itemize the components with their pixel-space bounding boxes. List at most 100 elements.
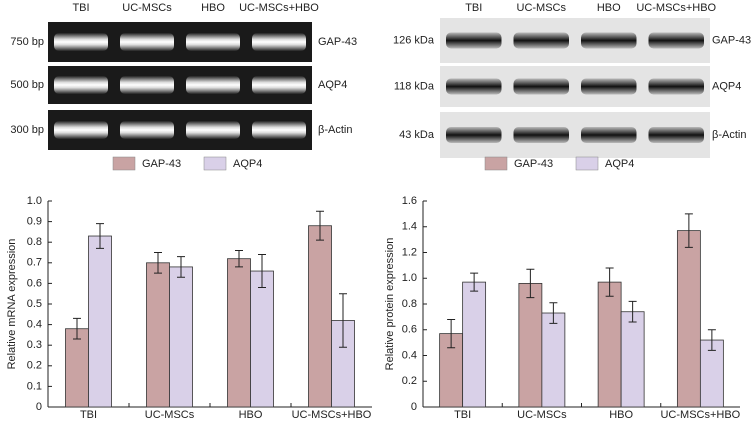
error-bar bbox=[154, 252, 162, 274]
marker-label: AQP4 bbox=[712, 80, 741, 92]
gel-band bbox=[446, 32, 502, 49]
y-tick-label: 0.4 bbox=[402, 349, 417, 361]
gel-band bbox=[648, 127, 704, 143]
size-label: 750 bp bbox=[10, 36, 44, 48]
gel-band bbox=[446, 127, 502, 143]
error-bar bbox=[526, 268, 535, 299]
x-tick-label: UC-MSCs+HBO bbox=[660, 409, 740, 421]
size-label: 118 kDa bbox=[394, 80, 435, 92]
lane-label: HBO bbox=[201, 2, 225, 14]
error-bar bbox=[549, 302, 558, 324]
y-tick-label: 0.1 bbox=[27, 380, 42, 392]
y-tick-label: 1.6 bbox=[402, 195, 417, 207]
y-tick-label: 0.8 bbox=[402, 298, 417, 310]
error-bar bbox=[339, 293, 347, 348]
gel-band bbox=[446, 78, 502, 95]
gel-band bbox=[186, 121, 240, 139]
error-bar bbox=[258, 254, 266, 289]
gel-band bbox=[252, 76, 306, 94]
lane-label: HBO bbox=[597, 2, 621, 14]
marker-label: β-Actin bbox=[318, 124, 352, 136]
bar bbox=[250, 270, 274, 408]
y-tick-label: 0.7 bbox=[27, 257, 42, 269]
lane-label: TBI bbox=[465, 2, 482, 14]
legend-label: AQP4 bbox=[605, 158, 634, 170]
gel-band bbox=[513, 78, 569, 95]
legend-swatch bbox=[203, 156, 227, 171]
gel-band bbox=[648, 32, 704, 49]
gel-band bbox=[513, 127, 569, 143]
x-tick-label: HBO bbox=[609, 409, 633, 421]
marker-label: GAP-43 bbox=[712, 34, 751, 46]
bar bbox=[518, 282, 543, 408]
y-axis-label: Relative mRNA expression bbox=[6, 239, 18, 370]
size-label: 300 bp bbox=[10, 124, 44, 136]
error-bar bbox=[605, 267, 614, 297]
size-label: 43 kDa bbox=[399, 129, 435, 141]
bar bbox=[146, 262, 170, 408]
lane-label: UC-MSCs bbox=[517, 2, 567, 14]
gel-band bbox=[513, 32, 569, 49]
y-axis-label: Relative protein expression bbox=[384, 238, 396, 371]
lane-label: UC-MSCs+HBO bbox=[239, 2, 319, 14]
error-bar bbox=[316, 210, 324, 241]
legend-label: AQP4 bbox=[233, 158, 262, 170]
x-tick-label: TBI bbox=[80, 409, 97, 421]
legend-swatch bbox=[112, 156, 136, 171]
bar bbox=[676, 230, 701, 408]
lane-label: UC-MSCs+HBO bbox=[636, 2, 716, 14]
lane-label: UC-MSCs bbox=[122, 2, 172, 14]
marker-label: AQP4 bbox=[318, 79, 347, 91]
error-bar bbox=[447, 318, 456, 349]
y-tick-label: 0.6 bbox=[27, 277, 42, 289]
x-tick-label: HBO bbox=[239, 409, 263, 421]
gel-band bbox=[186, 33, 240, 51]
bar bbox=[620, 311, 645, 408]
gel-band bbox=[120, 121, 174, 139]
gel-band bbox=[581, 127, 637, 143]
y-tick-label: 1.0 bbox=[27, 195, 42, 207]
lane-label: TBI bbox=[72, 2, 89, 14]
marker-label: β-Actin bbox=[712, 129, 746, 141]
bar bbox=[88, 235, 112, 408]
error-bar bbox=[684, 213, 693, 248]
gel-band bbox=[581, 32, 637, 49]
gel-band bbox=[186, 76, 240, 94]
error-bar bbox=[73, 317, 81, 340]
y-tick-label: 0.5 bbox=[27, 298, 42, 310]
x-tick-label: UC-MSCs+HBO bbox=[292, 409, 372, 421]
y-tick-label: 0 bbox=[36, 401, 42, 413]
error-bar bbox=[628, 300, 637, 323]
y-tick-label: 1.2 bbox=[402, 246, 417, 258]
error-bar bbox=[235, 249, 243, 268]
y-tick-label: 0.8 bbox=[27, 236, 42, 248]
gel-band bbox=[54, 33, 108, 51]
y-tick-label: 1.4 bbox=[402, 221, 417, 233]
size-label: 500 bp bbox=[10, 79, 44, 91]
gel-band bbox=[252, 121, 306, 139]
legend-swatch bbox=[484, 156, 508, 171]
y-tick-label: 0.9 bbox=[27, 216, 42, 228]
error-bar bbox=[707, 329, 716, 351]
x-tick-label: UC-MSCs bbox=[517, 409, 567, 421]
error-bar bbox=[177, 256, 185, 278]
gel-band bbox=[581, 78, 637, 95]
legend-label: GAP-43 bbox=[142, 158, 181, 170]
x-tick-label: TBI bbox=[454, 409, 471, 421]
bar bbox=[65, 328, 89, 408]
error-bar bbox=[470, 272, 479, 292]
bar bbox=[541, 312, 566, 408]
bar bbox=[462, 281, 487, 408]
gel-band bbox=[54, 76, 108, 94]
gel-band bbox=[648, 78, 704, 95]
legend-swatch bbox=[575, 156, 599, 171]
bar bbox=[169, 266, 193, 408]
x-tick-label: UC-MSCs bbox=[145, 409, 195, 421]
y-tick-label: 0.2 bbox=[402, 375, 417, 387]
gel-band bbox=[54, 121, 108, 139]
y-tick-label: 0.4 bbox=[27, 319, 42, 331]
marker-label: GAP-43 bbox=[318, 36, 357, 48]
bar bbox=[308, 225, 332, 408]
y-tick-label: 0.6 bbox=[402, 324, 417, 336]
legend-label: GAP-43 bbox=[514, 158, 553, 170]
